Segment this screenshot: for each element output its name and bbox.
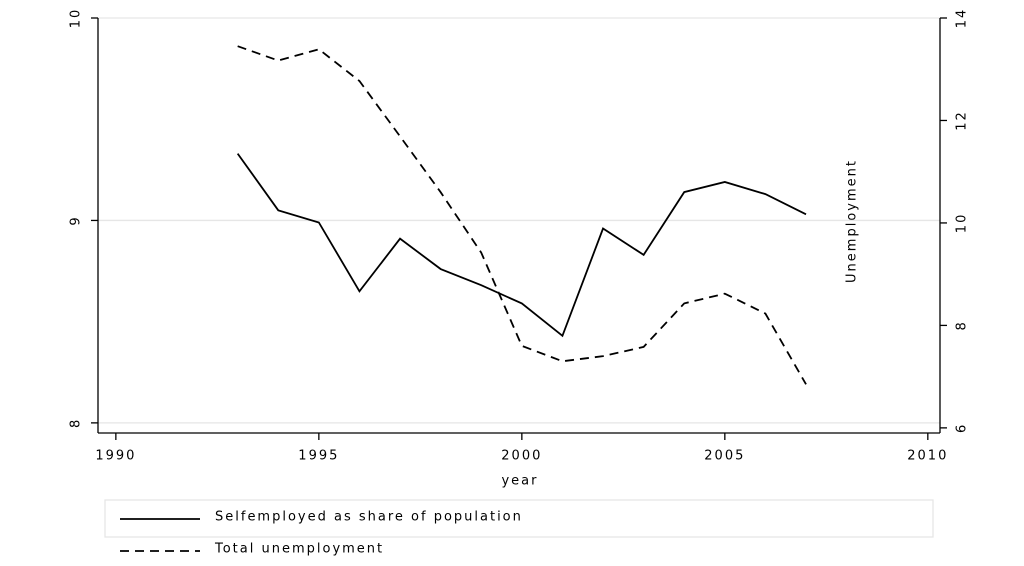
legend-label: Total unemployment (214, 542, 384, 557)
x-axis-title: year (501, 474, 538, 489)
x-tick-label: 1995 (298, 449, 339, 464)
x-tick-label: 2005 (704, 449, 745, 464)
legend-box (104, 499, 934, 538)
legend-label: Selfemployed as share of population (215, 510, 523, 525)
x-tick-label: 2000 (501, 449, 542, 464)
x-tick-label: 2010 (907, 449, 948, 464)
series-line (236, 153, 807, 338)
y2-tick-label: 10 (955, 213, 970, 234)
y2-tick-label: 6 (955, 423, 970, 433)
y-tick-label: 10 (69, 8, 84, 29)
x-tick-label: 1990 (95, 449, 136, 464)
y-tick-label: 9 (69, 215, 84, 225)
y2-tick-label: 8 (955, 320, 970, 330)
y-tick-label: 8 (69, 418, 84, 428)
series-line (237, 45, 807, 385)
y2-tick-label: 12 (955, 110, 970, 131)
y2-tick-label: 14 (955, 8, 970, 29)
